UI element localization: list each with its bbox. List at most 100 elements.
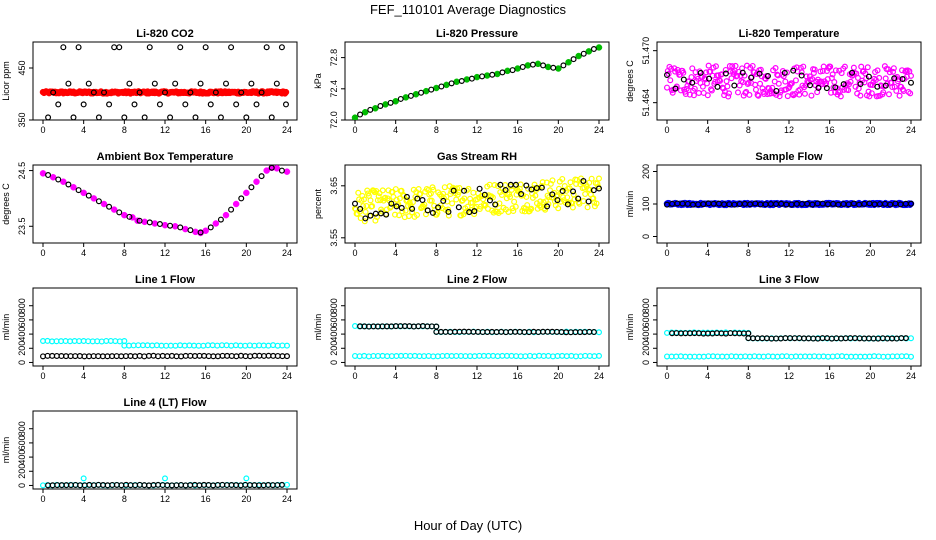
y-tick-label: 350 — [17, 112, 27, 127]
data-point — [106, 203, 113, 210]
data-point — [885, 66, 892, 73]
data-point — [595, 44, 603, 51]
data-point — [585, 48, 593, 55]
y-tick-label: 72.0 — [329, 111, 339, 129]
data-point — [90, 195, 98, 202]
data-point — [471, 208, 478, 215]
data-point — [253, 101, 260, 108]
data-point — [243, 475, 250, 482]
x-tick-label: 0 — [352, 248, 357, 258]
data-point — [243, 114, 250, 120]
x-tick-label: 0 — [40, 248, 45, 258]
data-point — [776, 93, 783, 100]
y-tick-label: 600 — [641, 312, 651, 327]
data-point — [509, 205, 516, 212]
x-tick-label: 4 — [81, 125, 86, 135]
data-point — [418, 89, 425, 96]
data-point — [187, 89, 194, 96]
y-tick-label: 24.5 — [17, 162, 27, 180]
data-point — [450, 187, 457, 194]
data-point — [55, 101, 62, 108]
data-point — [494, 70, 501, 78]
data-point — [131, 101, 138, 108]
data-point — [773, 91, 780, 98]
data-point — [588, 175, 595, 182]
data-point — [739, 69, 746, 76]
data-point — [595, 175, 602, 182]
chart-panel-8: Line 2 Flow ml/min 0 4 8 12 16 20 24 0 20040060080… — [313, 274, 610, 381]
data-point — [95, 114, 102, 120]
data-point — [468, 75, 475, 82]
data-point — [110, 206, 118, 213]
data-point — [445, 212, 452, 219]
data-point — [429, 209, 436, 216]
data-point — [868, 90, 875, 97]
x-tick-label: 8 — [434, 371, 439, 381]
y-tick-label: 72.4 — [329, 80, 339, 98]
y-axis-label: ml/min — [1, 437, 11, 464]
chart-title: Li-820 CO2 — [136, 28, 193, 40]
data-point — [663, 84, 670, 91]
data-point — [576, 200, 583, 207]
data-point — [502, 182, 509, 189]
data-point — [248, 80, 255, 87]
data-point — [146, 219, 153, 226]
data-point — [476, 185, 483, 192]
data-point — [136, 217, 143, 224]
data-point — [80, 101, 87, 108]
data-point — [222, 211, 230, 219]
data-point — [356, 208, 363, 215]
data-point — [399, 208, 406, 215]
data-point — [428, 86, 435, 93]
chart-panel-2: Li-820 Pressure kPa 0 4 8 12 16 20 24 72.0 72.4 72.… — [313, 28, 610, 135]
data-point — [60, 178, 67, 185]
data-point — [39, 170, 47, 177]
data-point — [705, 62, 712, 69]
data-point — [486, 197, 493, 204]
data-point — [273, 80, 280, 87]
y-tick-label: 400 — [17, 327, 27, 342]
data-point — [177, 44, 184, 51]
data-point — [60, 44, 67, 51]
x-tick-label: 12 — [472, 125, 482, 135]
data-point — [445, 206, 452, 213]
data-point — [749, 62, 756, 69]
data-point — [575, 52, 582, 60]
data-point — [663, 71, 670, 78]
data-point — [65, 181, 72, 188]
y-tick-label: 800 — [17, 421, 27, 436]
data-point — [471, 211, 478, 218]
y-tick-label: 200 — [17, 341, 27, 356]
y-tick-label: 800 — [641, 298, 651, 313]
data-point — [590, 46, 597, 53]
data-point — [55, 176, 62, 183]
data-point — [362, 215, 369, 222]
data-point — [443, 81, 450, 89]
data-point — [228, 206, 235, 213]
x-tick-label: 16 — [825, 371, 835, 381]
x-tick-label: 24 — [594, 125, 604, 135]
data-point — [387, 203, 394, 210]
data-point — [564, 201, 571, 208]
data-point — [355, 189, 362, 196]
data-point — [156, 221, 163, 228]
data-point — [571, 196, 578, 203]
data-point — [896, 92, 903, 99]
data-point — [890, 68, 897, 75]
data-point — [590, 329, 597, 336]
x-tick-label: 8 — [746, 248, 751, 258]
data-point — [75, 187, 82, 194]
data-point — [212, 220, 220, 227]
data-point — [759, 85, 766, 92]
data-point — [387, 99, 394, 106]
chart-title: Li-820 Temperature — [739, 28, 840, 40]
x-tick-label: 16 — [825, 125, 835, 135]
data-point — [357, 205, 364, 212]
data-point — [857, 81, 864, 88]
data-point — [95, 198, 102, 205]
data-point — [391, 211, 398, 218]
y-tick-label: 51.464 — [641, 89, 651, 117]
x-tick-label: 8 — [122, 125, 127, 135]
data-point — [233, 101, 240, 108]
data-point — [202, 44, 209, 51]
